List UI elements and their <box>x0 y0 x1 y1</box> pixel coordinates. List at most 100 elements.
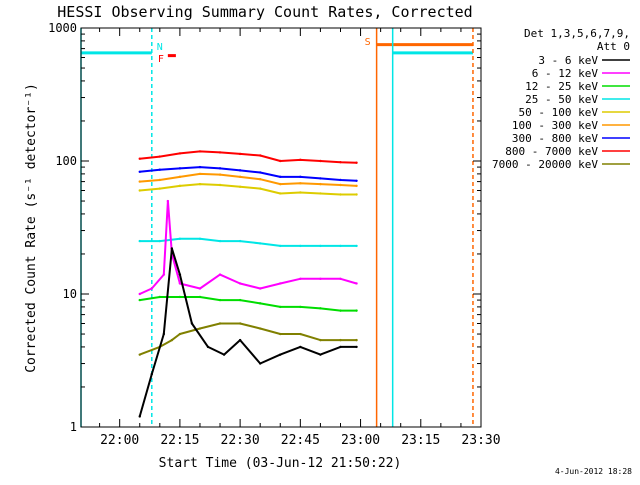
series-point <box>178 295 182 299</box>
series-point <box>218 322 222 325</box>
x-tick-label: 23:15 <box>401 433 440 448</box>
series-point <box>258 154 262 157</box>
series-point <box>190 322 194 325</box>
series-point <box>355 193 358 196</box>
series-point <box>319 307 322 310</box>
series-point <box>319 353 322 356</box>
series-point <box>238 175 242 179</box>
series-point <box>355 309 358 312</box>
series-line <box>139 172 357 187</box>
y-tick-label: 1 <box>70 420 77 434</box>
series-point <box>218 167 222 170</box>
y-axis-label: Corrected Count Rate (s⁻¹ detector⁻¹) <box>24 83 39 373</box>
series-point <box>170 338 174 342</box>
series-point <box>138 180 141 183</box>
x-tick-label: 22:00 <box>100 433 139 448</box>
legend-entry-label: 300 - 800 keV <box>512 132 598 145</box>
series-point <box>355 244 358 248</box>
plot-area: NF S <box>80 28 474 427</box>
annotation-n-label: N <box>157 42 163 53</box>
series-point <box>279 182 282 186</box>
series-point <box>238 239 242 243</box>
series-line <box>139 150 357 164</box>
series-point <box>279 282 282 285</box>
series-point <box>299 332 302 336</box>
series-point <box>258 177 262 181</box>
series-point <box>218 298 222 302</box>
series-point <box>299 175 302 179</box>
series-point <box>299 158 302 162</box>
series-point <box>279 305 282 309</box>
series-point <box>178 152 182 155</box>
series-point <box>158 178 162 182</box>
series-point <box>162 273 166 276</box>
series-point <box>238 152 242 156</box>
series-point <box>319 192 322 195</box>
series-point <box>279 332 282 336</box>
series-point <box>138 353 141 356</box>
x-axis-ticks: 22:00 22:15 22:30 22:45 23:00 23:15 23:30 <box>99 28 501 448</box>
series-point <box>162 332 166 336</box>
series-point <box>279 159 282 163</box>
series-point <box>299 277 302 281</box>
series-point <box>138 415 141 418</box>
series-point <box>150 287 153 290</box>
x-axis-label: Start Time (03-Jun-12 21:50:22) <box>159 456 402 471</box>
series-point <box>355 338 358 342</box>
legend-header-line-2: Att 0 <box>597 40 630 53</box>
series-point <box>299 345 302 349</box>
series-point <box>158 295 162 299</box>
series-point <box>355 282 358 285</box>
series-point <box>158 187 162 190</box>
series-point <box>299 182 302 185</box>
x-tick-label: 23:30 <box>461 433 500 448</box>
series-point <box>238 185 242 188</box>
series-point <box>178 167 182 170</box>
series-point <box>258 242 262 245</box>
series-point <box>158 239 162 243</box>
series-point <box>198 287 202 290</box>
series-point <box>218 173 222 176</box>
date-stamp: 4-Jun-2012 18:28 <box>555 467 632 476</box>
series-point <box>138 292 141 296</box>
series-point <box>258 362 262 365</box>
series-point <box>138 298 141 302</box>
legend-entry-label: 12 - 25 keV <box>525 80 598 93</box>
legend-header-line-1: Det 1,3,5,6,7,9, <box>524 27 630 40</box>
annotation-f-label: F <box>158 54 164 65</box>
series-point <box>279 244 282 248</box>
series-point <box>206 345 210 349</box>
x-tick-label: 22:30 <box>221 433 260 448</box>
series-point <box>238 298 242 302</box>
series-point <box>355 179 358 182</box>
series-point <box>299 244 302 248</box>
series-point <box>158 155 162 158</box>
series-line <box>139 237 357 247</box>
series-point <box>258 302 262 305</box>
legend-entry-label: 7000 - 20000 keV <box>492 158 598 171</box>
series-point <box>138 239 141 243</box>
x-tick-label: 23:00 <box>341 433 380 448</box>
series-line <box>139 296 357 312</box>
legend-entry-label: 3 - 6 keV <box>538 54 598 67</box>
series-point <box>166 199 170 203</box>
series-point <box>178 175 182 179</box>
series-point <box>238 169 242 172</box>
series-point <box>319 159 322 163</box>
series-point <box>198 295 202 299</box>
x-tick-label: 22:15 <box>160 433 199 448</box>
series-point <box>218 239 222 243</box>
series-point <box>198 150 202 153</box>
series-point <box>299 305 302 309</box>
series-point <box>339 277 342 281</box>
series-point <box>339 193 342 196</box>
series-point <box>138 189 141 192</box>
y-tick-label: 1000 <box>48 21 77 35</box>
series-point <box>258 187 262 190</box>
series-point <box>178 282 182 285</box>
series-point <box>178 237 182 241</box>
series-line <box>139 183 357 196</box>
